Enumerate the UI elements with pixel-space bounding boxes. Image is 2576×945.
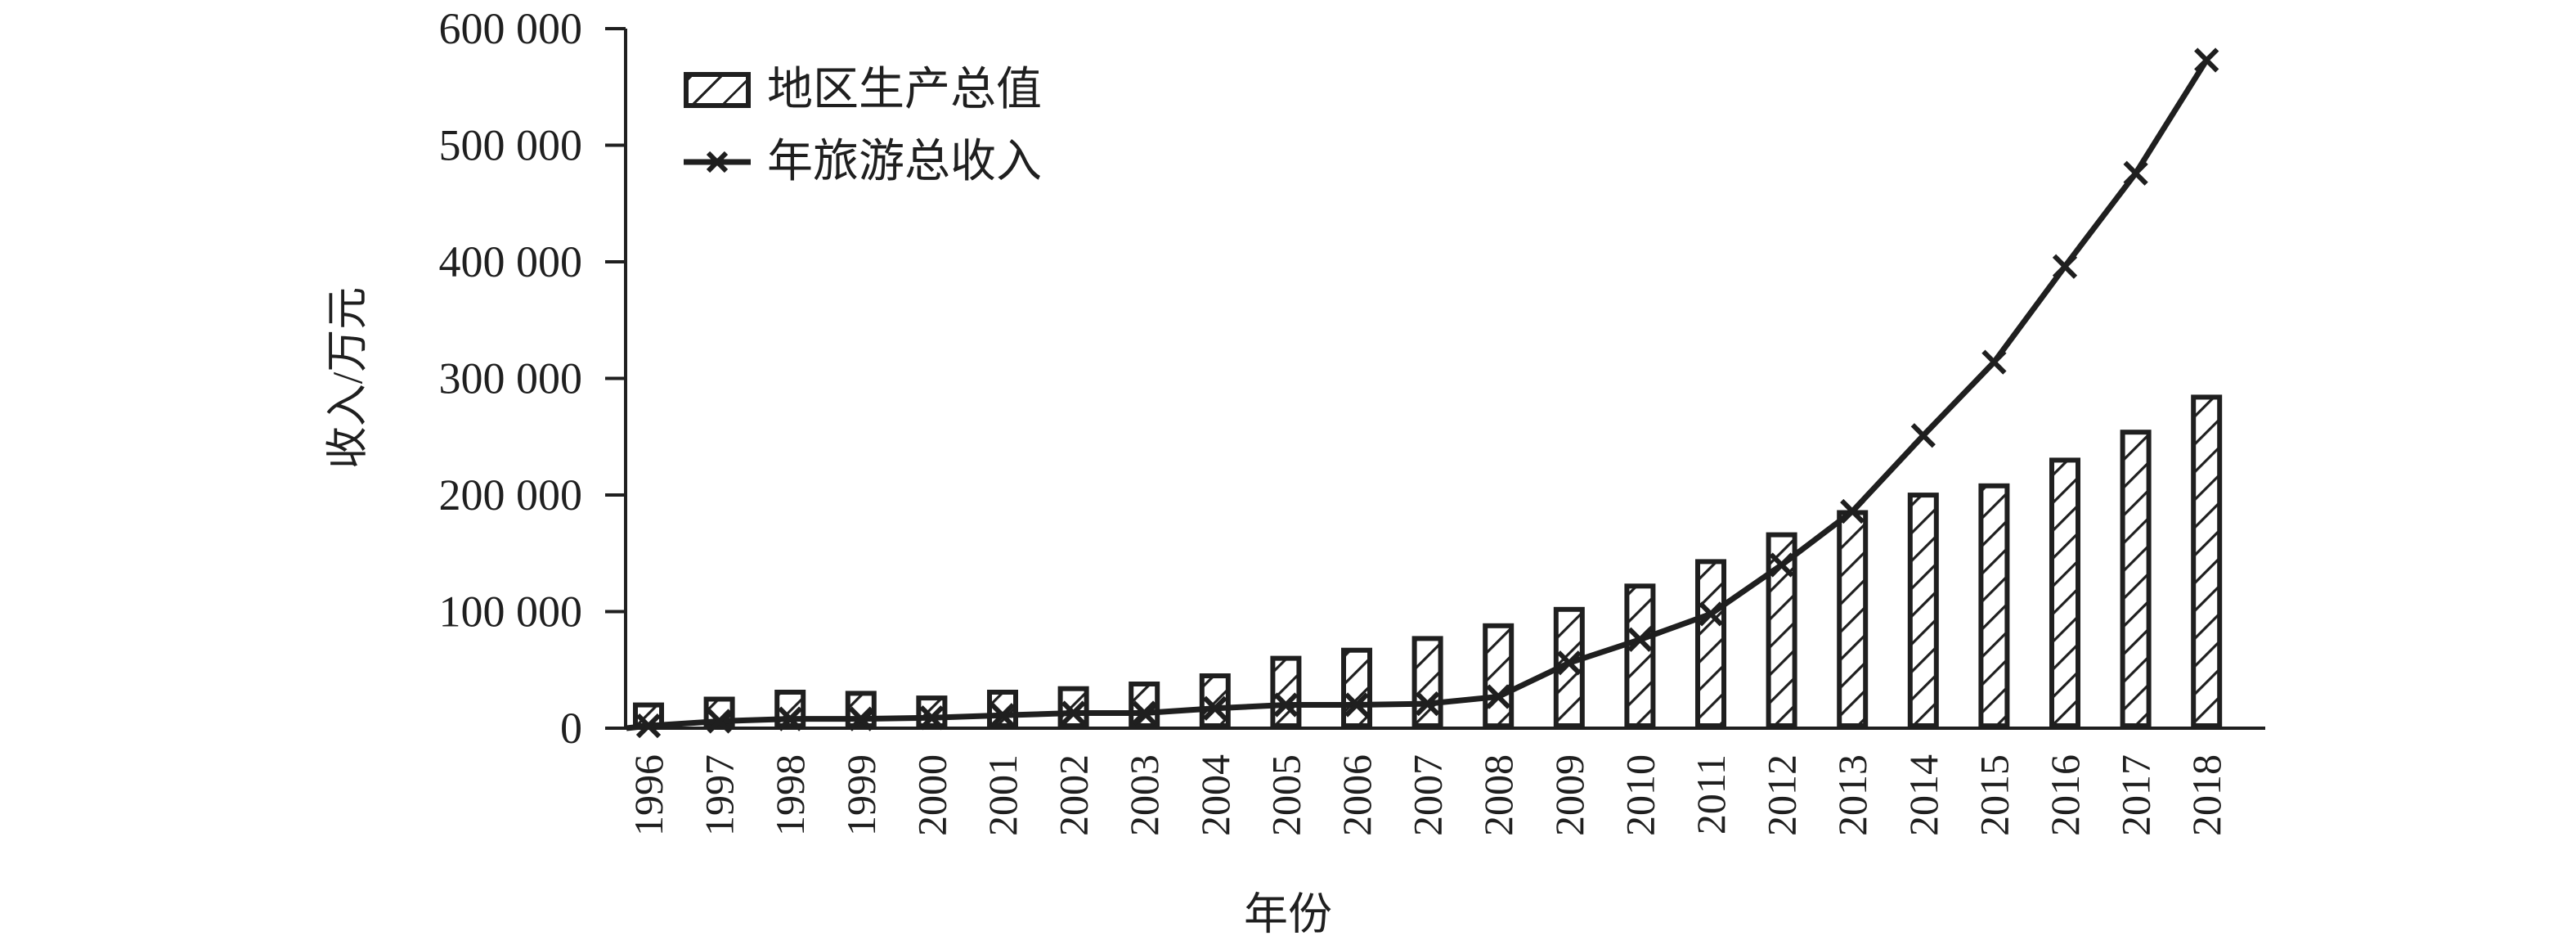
x-tick-label-2008: 2008 (1475, 754, 1521, 836)
x-tick-label-2017: 2017 (2113, 754, 2159, 836)
x-tick-label-1999: 1999 (838, 754, 884, 836)
x-tick-label-1997: 1997 (697, 754, 743, 836)
bar-2008 (1483, 623, 1515, 729)
tourism-line (626, 58, 2210, 731)
x-tick-label-2003: 2003 (1121, 754, 1167, 836)
y-axis-title: 收入/万元 (325, 286, 372, 470)
bar-series-swatch-icon (684, 72, 751, 108)
x-tick-label-2016: 2016 (2042, 754, 2088, 836)
x-tick-label-2007: 2007 (1405, 754, 1451, 836)
y-tick-label: 400 000 (439, 237, 583, 286)
x-tick-label-2006: 2006 (1334, 754, 1380, 836)
legend-item-tourism: 年旅游总收入 (684, 137, 1042, 187)
x-tick-label-2000: 2000 (909, 754, 954, 836)
bar-2015 (1978, 483, 2010, 729)
x-tick-label-1998: 1998 (767, 754, 813, 836)
bar-2014 (1907, 493, 1939, 728)
y-tick-label: 600 000 (439, 4, 583, 53)
x-tick-label-2005: 2005 (1263, 754, 1308, 836)
legend: 地区生产总值 年旅游总收入 (684, 65, 1042, 187)
legend-label-gdp: 地区生产总值 (767, 65, 1042, 115)
y-tick-label: 100 000 (439, 587, 583, 637)
tourism-line-markers (635, 47, 2219, 739)
x-tick-label-2009: 2009 (1546, 754, 1592, 836)
line-series-swatch-icon (684, 151, 751, 173)
x-tick-label-2011: 2011 (1688, 754, 1734, 835)
bar-2017 (2120, 430, 2152, 728)
x-axis-title: 年份 (1244, 889, 1332, 939)
bar-2011 (1695, 559, 1726, 729)
x-tick-label-2004: 2004 (1192, 754, 1238, 836)
legend-label-tourism: 年旅游总收入 (767, 137, 1042, 187)
x-tick-label-2015: 2015 (1971, 754, 2017, 836)
x-tick-label-1996: 1996 (626, 754, 671, 836)
bar-2013 (1837, 510, 1869, 728)
x-tick-label-2013: 2013 (1829, 754, 1875, 836)
legend-item-gdp: 地区生产总值 (684, 65, 1042, 115)
x-tick-label-2014: 2014 (1901, 754, 1946, 836)
x-tick-label-2001: 2001 (980, 754, 1025, 836)
bar-2010 (1624, 583, 1656, 728)
bar-2016 (2049, 457, 2080, 729)
bar-2018 (2191, 394, 2223, 728)
x-tick-label-2002: 2002 (1051, 754, 1097, 836)
y-tick-label: 0 (560, 704, 582, 753)
x-tick-label-2010: 2010 (1617, 754, 1663, 836)
y-tick-label: 500 000 (439, 121, 583, 170)
x-tick-label-2012: 2012 (1759, 754, 1805, 836)
y-tick-label: 200 000 (439, 470, 583, 520)
y-tick-label: 300 000 (439, 354, 583, 403)
x-tick-label-2018: 2018 (2183, 754, 2229, 836)
